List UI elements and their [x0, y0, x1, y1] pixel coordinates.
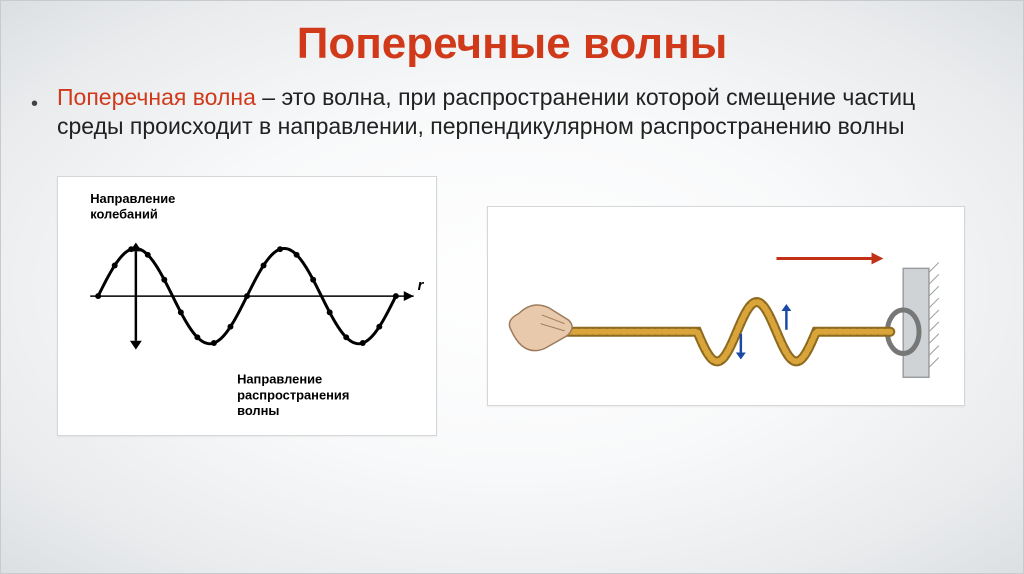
definition-text: Поперечная волна – это волна, при распро…	[1, 69, 1023, 142]
svg-text:Направление: Направление	[237, 371, 322, 386]
definition-term: Поперечная волна	[57, 84, 256, 110]
svg-text:распространения: распространения	[237, 387, 349, 402]
figure-rope-wave	[487, 206, 965, 406]
page-title: Поперечные волны	[1, 1, 1023, 69]
figures-row: НаправлениеколебанийrНаправлениераспрост…	[1, 142, 1023, 436]
svg-text:r: r	[418, 278, 425, 294]
svg-text:Направление: Направление	[90, 191, 175, 206]
bullet-marker: •	[31, 93, 38, 116]
svg-text:колебаний: колебаний	[90, 207, 158, 222]
figure-sine-wave: НаправлениеколебанийrНаправлениераспрост…	[57, 176, 437, 436]
svg-text:волны: волны	[237, 403, 279, 418]
